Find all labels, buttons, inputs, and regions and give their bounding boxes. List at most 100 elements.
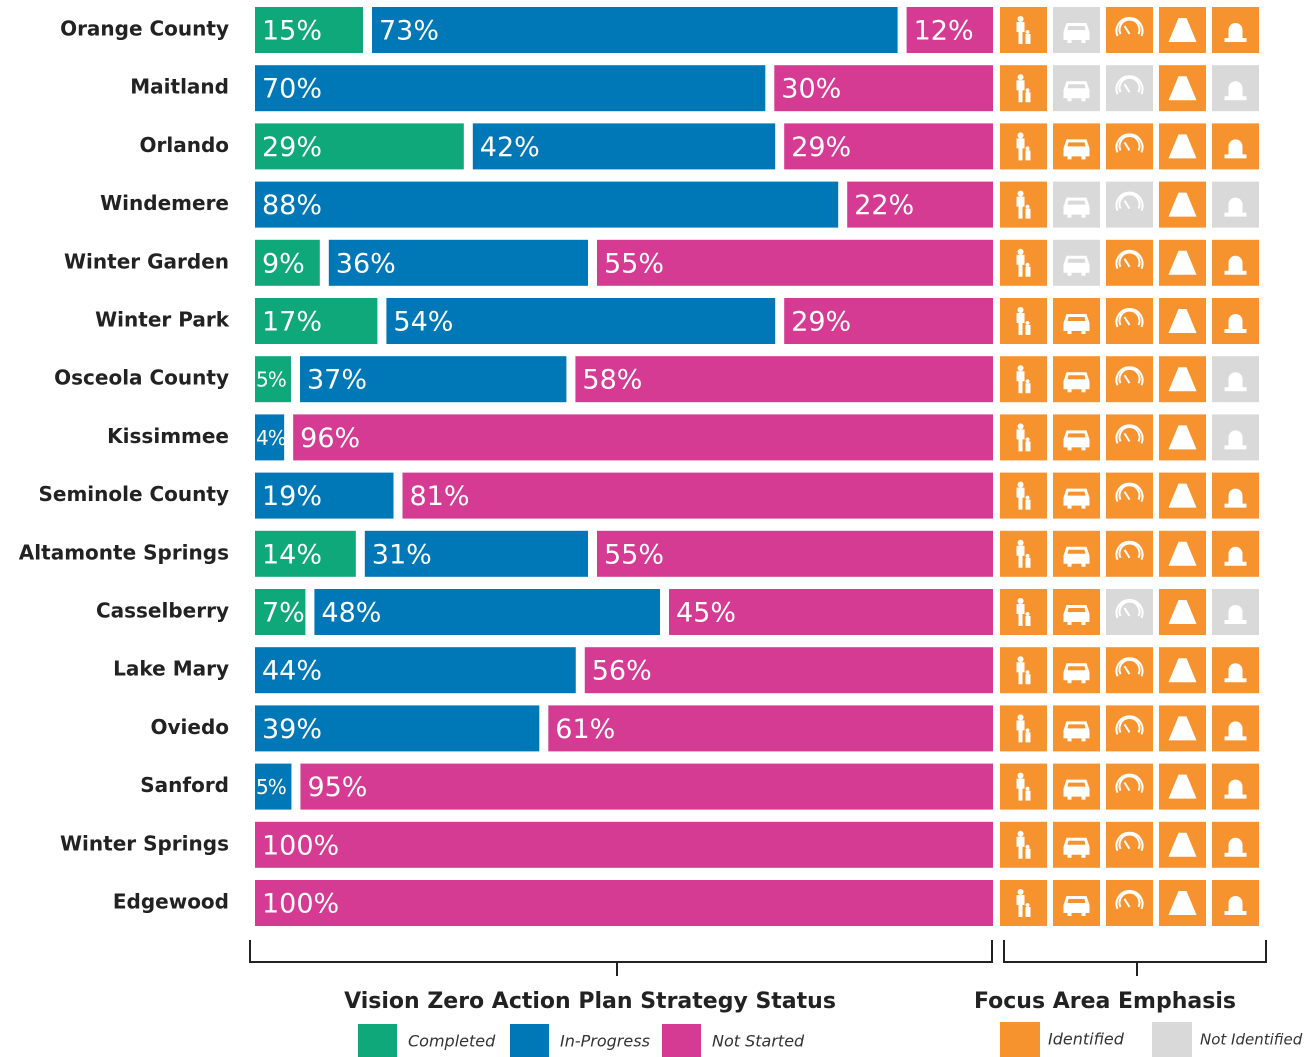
focus-icon — [1115, 540, 1144, 561]
focus-icon — [1222, 655, 1249, 683]
focus-icon — [1016, 481, 1031, 510]
value-label: 88% — [262, 190, 322, 221]
value-label: 70% — [262, 74, 322, 105]
focus-icon — [1016, 656, 1031, 685]
focus-icon — [1168, 425, 1197, 450]
focus-icon — [1016, 423, 1031, 452]
focus-icon — [1115, 482, 1144, 502]
bar-segment — [584, 647, 993, 694]
focus-bracket — [1003, 940, 1267, 976]
focus-icon — [1016, 714, 1031, 743]
focus-icon — [1016, 190, 1031, 219]
bar-segment — [300, 356, 567, 403]
focus-icon — [1168, 309, 1197, 333]
focus-icon — [1222, 131, 1249, 159]
bar-segment — [255, 123, 464, 170]
value-label: 29% — [262, 132, 322, 163]
focus-icon — [1168, 600, 1197, 624]
bar-segment — [784, 298, 993, 344]
focus-icon-tile — [1106, 7, 1153, 53]
value-label: 14% — [262, 539, 322, 570]
category-label: Casselberry — [96, 599, 229, 623]
focus-icon — [1168, 774, 1197, 799]
value-label: 96% — [300, 423, 360, 454]
focus-icon — [1115, 17, 1144, 37]
bar-segment — [255, 414, 285, 461]
focus-icon — [1115, 249, 1144, 270]
value-label: 39% — [262, 714, 322, 745]
value-label: 30% — [781, 74, 841, 105]
bar-segment — [255, 7, 363, 53]
value-label: 100% — [262, 889, 339, 920]
legend-label: In-Progress — [560, 1032, 650, 1051]
brackets — [249, 940, 1267, 976]
focus-icon — [1168, 18, 1197, 42]
focus-icon-tile — [1106, 472, 1153, 519]
legend-swatch — [1152, 1022, 1192, 1057]
focus-icon — [1222, 597, 1249, 624]
focus-icon — [1222, 15, 1249, 42]
bar-segment — [597, 530, 993, 577]
focus-icon — [1016, 598, 1031, 626]
focus-icon — [1063, 139, 1090, 160]
focus-icon — [1168, 541, 1197, 566]
bar-segment — [364, 530, 588, 577]
focus-icon — [1016, 248, 1031, 277]
category-label: Kissimmee — [107, 424, 229, 448]
value-label: 56% — [592, 656, 652, 687]
focus-icon — [1222, 713, 1249, 741]
focus-icon — [1016, 889, 1031, 917]
category-label: Sanford — [140, 773, 229, 797]
bar-segment — [774, 65, 993, 112]
value-label: 17% — [262, 307, 322, 338]
focus-icon — [1016, 16, 1031, 44]
focus-icon-tile — [1106, 821, 1153, 868]
value-label: 58% — [582, 365, 642, 396]
bar-segment — [372, 7, 898, 53]
value-label: 15% — [262, 16, 322, 47]
bar-segment — [255, 65, 766, 112]
category-label: Winter Garden — [64, 249, 229, 273]
bar-segment — [300, 763, 993, 810]
bar-segment — [784, 123, 993, 170]
value-label: 42% — [480, 132, 540, 163]
value-label: 54% — [393, 307, 453, 338]
value-label: 81% — [410, 481, 470, 512]
focus-icon — [1222, 480, 1249, 508]
category-label: Altamonte Springs — [19, 540, 229, 564]
bar-segment — [255, 181, 839, 228]
bar-segment — [597, 239, 993, 286]
focus-icon-tile — [1106, 880, 1153, 926]
focus-icon — [1222, 538, 1249, 566]
value-label: 73% — [379, 16, 439, 47]
value-label: 31% — [372, 539, 432, 570]
bar-segment — [255, 763, 292, 810]
focus-icon — [1115, 424, 1144, 444]
focus-icon — [1115, 715, 1144, 735]
value-label: 4% — [256, 426, 286, 450]
focus-icon — [1016, 365, 1031, 394]
x-axis-title: Vision Zero Action Plan Strategy Status — [344, 989, 836, 1014]
category-label: Orlando — [139, 133, 229, 157]
value-label: 37% — [307, 365, 367, 396]
bar-segment — [314, 589, 660, 635]
value-label: 45% — [676, 598, 736, 629]
focus-icon-tile — [1106, 763, 1153, 810]
value-label: 9% — [262, 248, 305, 279]
value-label: 100% — [262, 830, 339, 861]
bar-segment — [255, 298, 378, 344]
focus-icon — [1063, 372, 1090, 393]
focus-icon — [1168, 483, 1197, 508]
focus-icon-tile — [1106, 239, 1153, 286]
value-label: 29% — [791, 307, 851, 338]
focus-icon-tile — [1106, 298, 1153, 344]
bar-segment — [548, 705, 993, 752]
focus-icon-tile — [1106, 530, 1153, 577]
category-label: Osceola County — [54, 366, 229, 390]
legend-label: Completed — [408, 1032, 496, 1051]
focus-icon — [1016, 772, 1031, 801]
focus-icon — [1063, 896, 1090, 916]
focus-icon — [1115, 191, 1144, 211]
focus-icon — [1115, 890, 1144, 910]
focus-icon — [1115, 773, 1144, 793]
